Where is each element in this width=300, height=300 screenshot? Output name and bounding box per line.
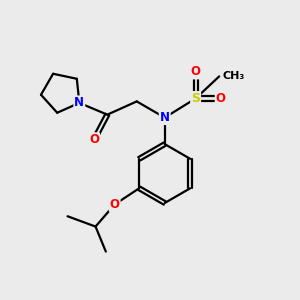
Text: N: N	[160, 111, 170, 124]
Text: O: O	[89, 133, 99, 146]
Text: O: O	[190, 65, 201, 79]
Text: N: N	[74, 96, 84, 110]
Text: CH₃: CH₃	[223, 71, 245, 81]
Text: S: S	[191, 92, 200, 105]
Text: O: O	[216, 92, 226, 105]
Text: O: O	[110, 198, 120, 211]
